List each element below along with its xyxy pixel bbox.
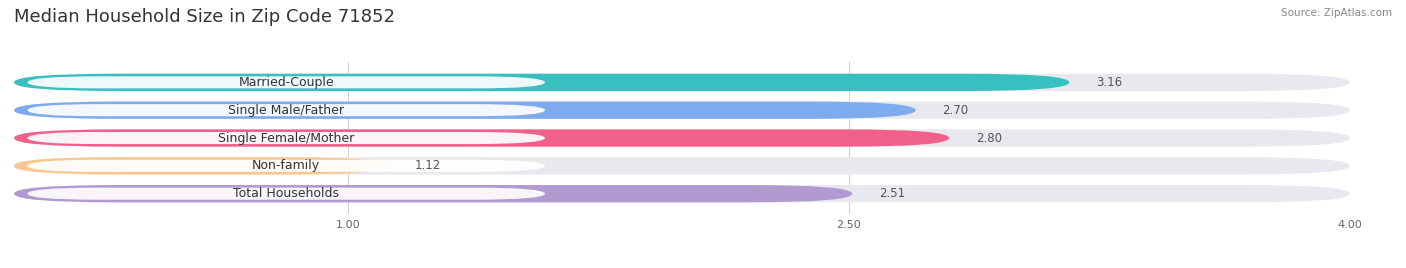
FancyBboxPatch shape — [14, 102, 915, 119]
Text: Single Female/Mother: Single Female/Mother — [218, 132, 354, 144]
Text: Source: ZipAtlas.com: Source: ZipAtlas.com — [1281, 8, 1392, 18]
Text: 2.51: 2.51 — [879, 187, 905, 200]
Text: 1.12: 1.12 — [415, 159, 441, 172]
FancyBboxPatch shape — [14, 185, 852, 202]
FancyBboxPatch shape — [14, 74, 1350, 91]
FancyBboxPatch shape — [28, 132, 546, 144]
FancyBboxPatch shape — [14, 74, 1069, 91]
Text: Total Households: Total Households — [233, 187, 339, 200]
FancyBboxPatch shape — [14, 157, 1350, 174]
Text: 3.16: 3.16 — [1097, 76, 1122, 89]
Text: 2.70: 2.70 — [942, 104, 969, 117]
Text: 2.80: 2.80 — [976, 132, 1001, 144]
Text: Median Household Size in Zip Code 71852: Median Household Size in Zip Code 71852 — [14, 8, 395, 26]
FancyBboxPatch shape — [14, 102, 1350, 119]
FancyBboxPatch shape — [14, 185, 1350, 202]
Text: Married-Couple: Married-Couple — [239, 76, 335, 89]
FancyBboxPatch shape — [28, 160, 546, 172]
Text: Non-family: Non-family — [252, 159, 321, 172]
Text: Single Male/Father: Single Male/Father — [228, 104, 344, 117]
FancyBboxPatch shape — [28, 104, 546, 116]
FancyBboxPatch shape — [14, 157, 388, 174]
FancyBboxPatch shape — [14, 129, 949, 147]
FancyBboxPatch shape — [28, 76, 546, 88]
FancyBboxPatch shape — [28, 188, 546, 200]
FancyBboxPatch shape — [14, 129, 1350, 147]
